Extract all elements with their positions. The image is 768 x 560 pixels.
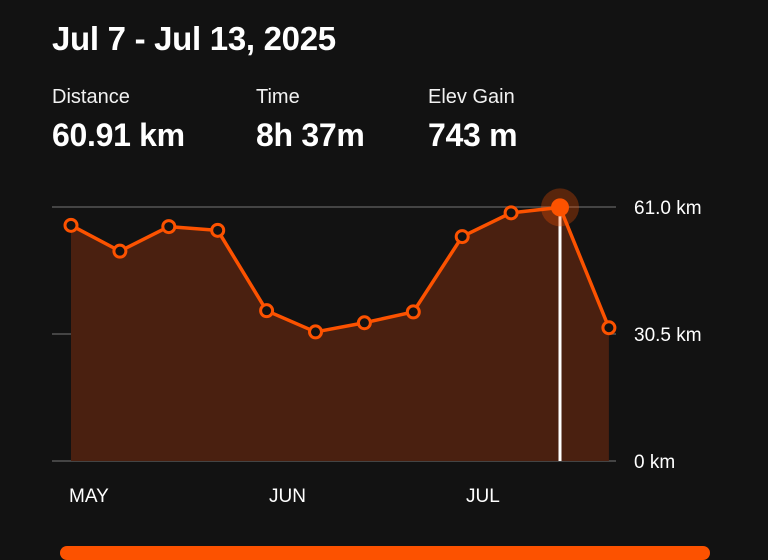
- y-tick-label: 61.0 km: [634, 198, 702, 219]
- stat-time: Time 8h 37m: [256, 86, 365, 154]
- data-point[interactable]: [63, 217, 79, 233]
- data-point[interactable]: [503, 205, 519, 221]
- x-month-label: JUL: [466, 486, 500, 507]
- data-point[interactable]: [210, 222, 226, 238]
- data-point[interactable]: [601, 320, 617, 336]
- y-tick-label: 30.5 km: [634, 325, 702, 346]
- stat-distance-value: 60.91 km: [52, 117, 185, 153]
- bottom-action-bar[interactable]: [60, 546, 710, 560]
- stat-elev-gain: Elev Gain 743 m: [428, 86, 518, 154]
- weekly-distance-chart[interactable]: 61.0 km 30.5 km 0 km MAY JUN JUL: [0, 180, 768, 520]
- area-fill: [71, 207, 609, 461]
- data-point[interactable]: [356, 315, 372, 331]
- y-tick-label: 0 km: [634, 452, 675, 473]
- stat-time-label: Time: [256, 86, 300, 108]
- x-month-label: MAY: [69, 486, 109, 507]
- data-point[interactable]: [161, 219, 177, 235]
- data-point[interactable]: [454, 229, 470, 245]
- distance-line: [70, 205, 611, 334]
- data-point[interactable]: [308, 324, 323, 340]
- page-title: Jul 7 - Jul 13, 2025: [52, 20, 336, 57]
- data-point[interactable]: [112, 243, 128, 259]
- stat-distance-label: Distance: [52, 86, 130, 108]
- stat-elev-gain-value: 743 m: [428, 117, 518, 153]
- selected-data-point[interactable]: [551, 198, 569, 217]
- stat-distance: Distance 60.91 km: [52, 86, 185, 154]
- x-month-label: JUN: [269, 486, 306, 507]
- stat-elev-gain-label: Elev Gain: [428, 86, 515, 108]
- data-point[interactable]: [259, 303, 275, 319]
- data-point[interactable]: [405, 304, 421, 320]
- stat-time-value: 8h 37m: [256, 117, 365, 153]
